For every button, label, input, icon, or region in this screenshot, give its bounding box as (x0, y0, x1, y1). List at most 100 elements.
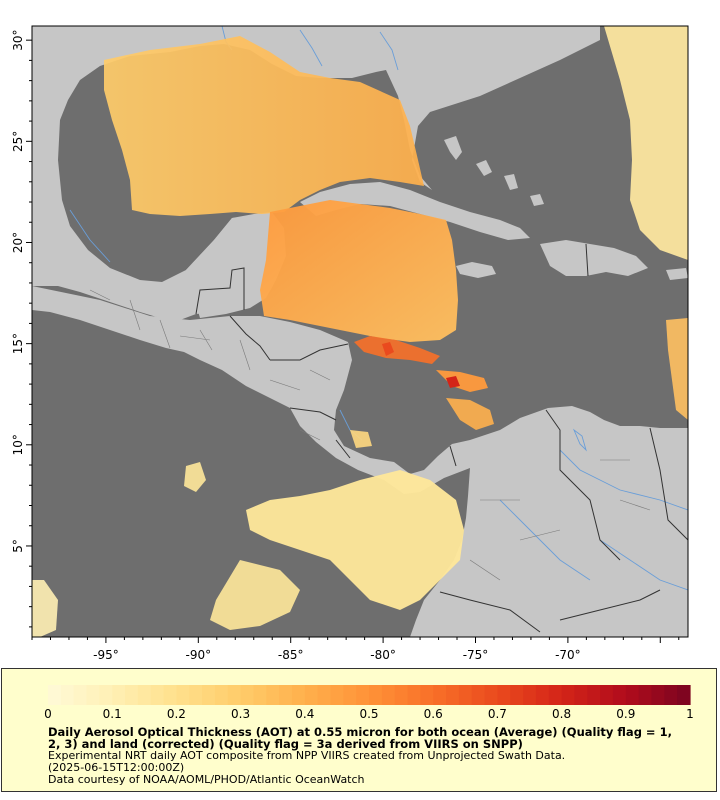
border-honduras-nicaragua (270, 343, 349, 361)
colorbar-cell (664, 685, 678, 705)
border-costa-rica-panama (335, 439, 351, 459)
map-figure: -95° -90° -85° -80° -75° -70° 30° 25° 20° 15° 10° 5… (11, 25, 689, 662)
axis-ticks: -95° -90° -85° -80° -75° -70° 30° 25° 20° 15° 10° 5… (11, 30, 680, 662)
colorbar-cell (163, 685, 177, 705)
colorbar-cell (125, 685, 139, 705)
colorbar-cell (227, 685, 242, 705)
colorbar-cell (638, 685, 653, 705)
colorbar-labels: 0 0.1 0.2 0.3 0.4 0.5 0.6 0.7 0.8 0.9 1 (44, 707, 694, 721)
lat-tick-label: 25° (11, 131, 25, 152)
legend-description: Experimental NRT daily AOT composite fro… (48, 749, 566, 762)
colorbar-cell (60, 685, 75, 705)
map-frame (31, 25, 689, 638)
land-jamaica (456, 262, 496, 278)
colorbar-cell (433, 685, 447, 705)
colorbar: 0 0.1 0.2 0.3 0.4 0.5 0.6 0.7 0.8 0.9 1 (44, 685, 694, 721)
border-colombia-venezuela (545, 409, 621, 561)
colorbar-cell (651, 685, 665, 705)
colorbar-tick-label: 0.9 (616, 707, 635, 721)
aot-pacific-cluster-1 (246, 470, 464, 610)
colorbar-cell (484, 685, 498, 705)
colorbar-cell (189, 685, 203, 705)
state-borders-mexico (89, 289, 213, 351)
colorbar-cell (600, 685, 614, 705)
aot-pacific-cluster-2 (210, 560, 300, 630)
aot-hotspot-2 (382, 342, 394, 356)
state-border-layer (89, 289, 651, 581)
colorbar-cell (202, 685, 216, 705)
colorbar-tick-label: 0.7 (488, 707, 507, 721)
land-puerto-rico (666, 268, 688, 280)
colorbar-cell (150, 685, 165, 705)
colorbar-cell (266, 685, 280, 705)
colorbar-cell (497, 685, 511, 705)
border-haiti-dr (585, 243, 589, 277)
legend-credit: Data courtesy of NOAA/AOML/PHOD/Atlantic… (48, 773, 365, 786)
colorbar-cell (407, 685, 421, 705)
colorbar-cell (523, 685, 537, 705)
land-hispaniola (540, 240, 648, 276)
colorbar-cell (137, 685, 152, 705)
colorbar-cell (458, 685, 473, 705)
land-central-america (32, 286, 480, 494)
lon-tick-label: -75° (463, 648, 489, 662)
colorbar-tick-label: 0.6 (424, 707, 443, 721)
border-layer (195, 243, 688, 633)
colorbar-cell (356, 685, 370, 705)
colorbar-tick-label: 0.3 (231, 707, 250, 721)
river-south-america-2 (499, 499, 591, 581)
border-guatemala-honduras (229, 315, 271, 361)
colorbar-cell (625, 685, 640, 705)
colorbar-cell (304, 685, 319, 705)
aot-atlantic-swath (604, 26, 688, 260)
colorbar-cell (291, 685, 306, 705)
lon-tick-label: -95° (93, 648, 119, 662)
map-area (32, 26, 688, 637)
colorbar-cell (112, 685, 126, 705)
lat-tick-label: 15° (11, 333, 25, 354)
lat-tick-label: 10° (11, 434, 25, 455)
colorbar-cell (369, 685, 383, 705)
colorbar-cell (240, 685, 255, 705)
colorbar-cell (279, 685, 293, 705)
aot-data-layer (32, 26, 688, 637)
colorbar-tick-label: 0.1 (103, 707, 122, 721)
aot-islands-east (446, 398, 494, 430)
aot-windward-islands (436, 370, 488, 392)
legend-text: Daily Aerosol Optical Thickness (AOT) at… (48, 726, 678, 786)
lat-tick-label: 20° (11, 232, 25, 253)
colorbar-cell (535, 685, 550, 705)
colorbar-cell (99, 685, 113, 705)
river-south-america-1 (559, 449, 688, 511)
aot-caribbean (260, 200, 458, 342)
aot-gulf-of-mexico (104, 36, 424, 216)
land-north-america (32, 26, 600, 320)
river-mexico (69, 209, 111, 263)
colorbar-tick-label: 0 (44, 707, 52, 721)
colorbar-cell (471, 685, 486, 705)
lon-tick-label: -80° (370, 648, 396, 662)
aot-pacific-cluster-3 (32, 580, 58, 637)
colorbar-cell (446, 685, 460, 705)
colorbar-cell (330, 685, 344, 705)
legend-panel: 0 0.1 0.2 0.3 0.4 0.5 0.6 0.7 0.8 0.9 1 Daily Aero… (1, 668, 717, 792)
colorbar-tick-label: 1 (686, 707, 694, 721)
lon-tick-label: -90° (186, 648, 212, 662)
colorbar-cell (253, 685, 267, 705)
colorbar-cell (214, 685, 229, 705)
colorbar-cell (86, 685, 100, 705)
lat-tick-label: 5° (11, 539, 25, 553)
colorbar-cell (510, 685, 524, 705)
colorbar-cell (343, 685, 357, 705)
colorbar-cell (381, 685, 396, 705)
state-borders-central-america (239, 339, 331, 441)
colorbar-tick-label: 0.4 (295, 707, 314, 721)
aot-land-patch (350, 430, 372, 448)
legend-title: Daily Aerosol Optical Thickness (AOT) at… (48, 725, 672, 751)
land-south-america (410, 406, 688, 637)
land-bahamas (444, 136, 544, 206)
lake-maracaibo (572, 428, 587, 452)
colorbar-cell (561, 685, 576, 705)
colorbar-cells (48, 685, 691, 705)
